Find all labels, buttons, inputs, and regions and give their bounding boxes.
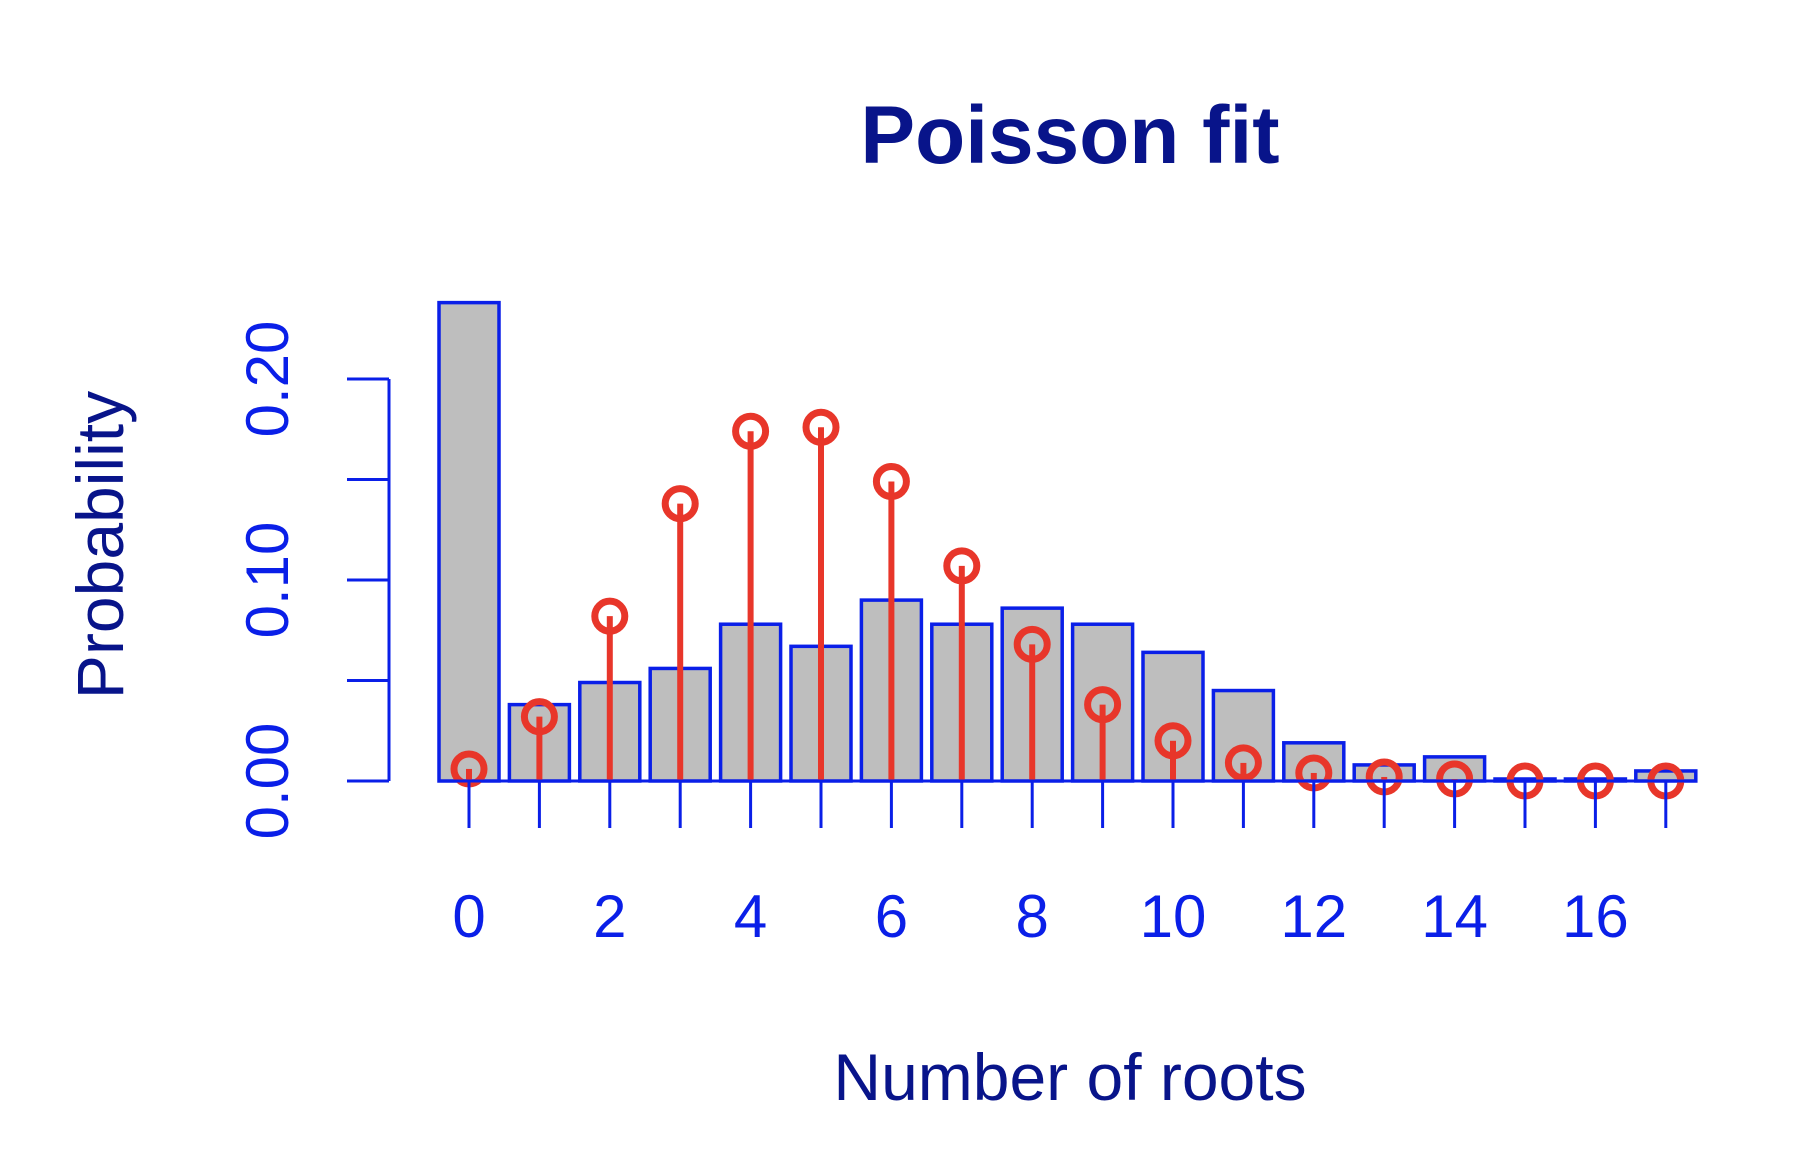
fit-point-5 [802, 408, 840, 446]
chart-title: Poisson fit [860, 90, 1279, 181]
fit-point-3 [661, 485, 699, 523]
x-tick-label: 4 [734, 883, 767, 950]
x-tick-label: 12 [1280, 883, 1347, 950]
x-tick-label: 6 [875, 883, 908, 950]
bars-layer [437, 300, 1698, 783]
x-tick-label: 10 [1140, 883, 1207, 950]
x-tick-label: 16 [1562, 883, 1629, 950]
fit-point-11 [1224, 744, 1262, 782]
y-tick-label: 0.00 [234, 723, 301, 840]
fit-point-10 [1154, 722, 1192, 760]
x-tick-label: 8 [1016, 883, 1049, 950]
bar-0 [437, 300, 501, 783]
fit-point-6 [872, 463, 910, 501]
fit-point-2 [591, 597, 629, 635]
x-axis-title: Number of roots [833, 1040, 1306, 1114]
y-axis-title: Probability [63, 391, 137, 699]
fit-point-9 [1084, 686, 1122, 724]
x-tick-label: 0 [452, 883, 485, 950]
fit-point-4 [732, 412, 770, 450]
fit-point-1 [520, 698, 558, 736]
x-tick-label: 14 [1421, 883, 1488, 950]
y-tick-label: 0.20 [234, 321, 301, 438]
lollipop-layer [450, 408, 1685, 800]
y-tick-label: 0.10 [234, 522, 301, 639]
fit-point-8 [1013, 625, 1051, 663]
fit-point-7 [943, 547, 981, 585]
axes-layer: 0.00 0.10 0.20 0 2 4 6 8 10 12 14 16 [234, 321, 1696, 950]
bar-17 [1634, 769, 1698, 783]
x-tick-label: 2 [593, 883, 626, 950]
